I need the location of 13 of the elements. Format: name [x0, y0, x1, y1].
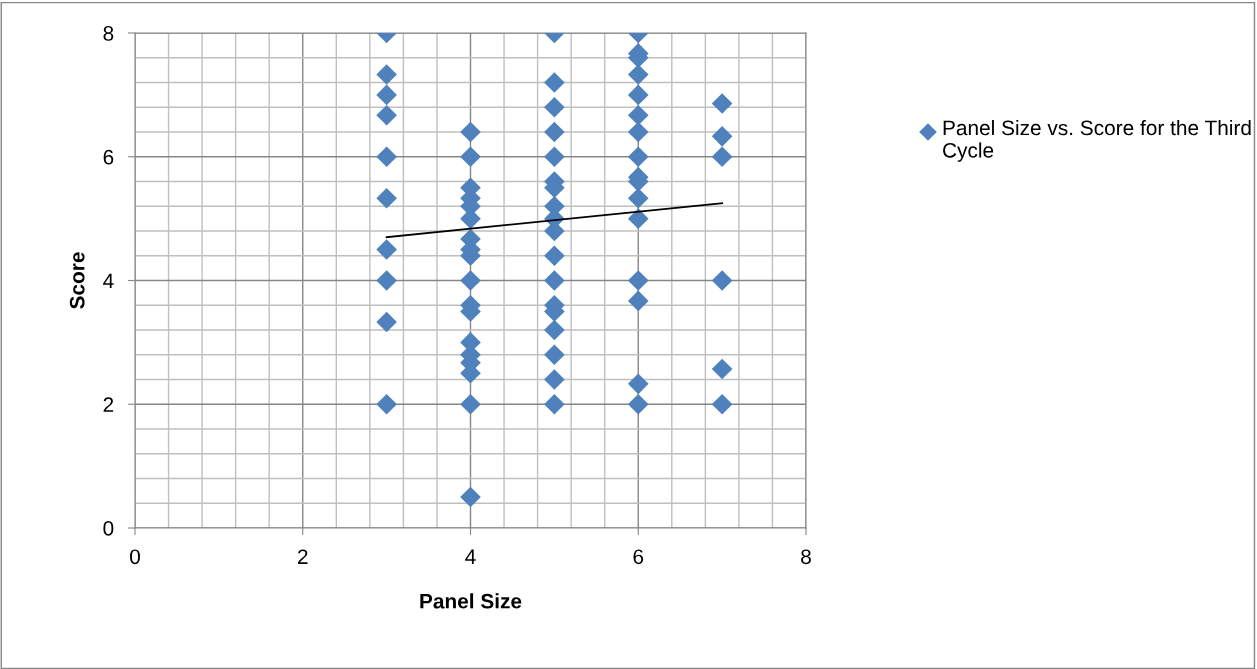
y-tick-label: 0 [103, 521, 114, 536]
y-tick-label: 6 [103, 149, 114, 165]
y-tick-label: 2 [103, 397, 114, 412]
y-tick-label: 8 [103, 26, 114, 41]
x-tick-label: 0 [130, 549, 140, 565]
legend-label: Panel Size vs. Score for the Third Cycle [943, 119, 1251, 162]
x-tick-label: 2 [298, 549, 308, 564]
x-tick-label: 6 [633, 549, 644, 565]
x-tick-label: 8 [801, 549, 811, 565]
y-axis-title: Score [69, 252, 85, 309]
x-tick-label: 4 [465, 549, 476, 564]
x-axis-title: Panel Size [420, 593, 522, 609]
y-tick-label: 4 [103, 273, 114, 289]
